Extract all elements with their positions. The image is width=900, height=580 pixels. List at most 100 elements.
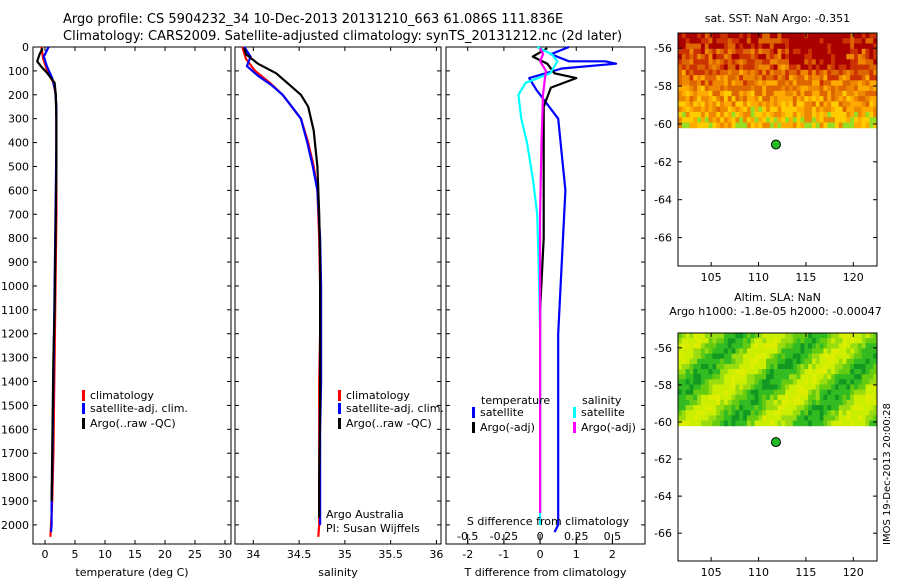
heatmap-cell: [804, 389, 809, 396]
heatmap-cell: [746, 420, 752, 427]
heatmap-cell: [834, 405, 840, 411]
heatmap-cell: [838, 75, 844, 81]
heatmap-cell: [819, 122, 824, 129]
heatmap-cell: [762, 374, 767, 380]
heatmap-cell: [689, 90, 694, 97]
heatmap-cell: [716, 415, 721, 422]
heatmap-cell: [750, 394, 756, 401]
heatmap-cell: [743, 90, 748, 97]
heatmap-cell: [792, 106, 798, 113]
heatmap-cell: [712, 122, 717, 129]
heatmap-cell: [788, 389, 794, 396]
heatmap-cell: [854, 111, 859, 118]
heatmap-cell: [739, 69, 744, 76]
heatmap-cell: [708, 374, 713, 380]
heatmap-cell: [861, 384, 867, 391]
heatmap-cell: [792, 75, 798, 81]
heatmap-cell: [865, 54, 870, 60]
heatmap-cell: [854, 369, 859, 375]
heatmap-cell: [796, 379, 801, 385]
heatmap-cell: [731, 59, 736, 66]
heatmap-cell: [693, 33, 698, 39]
heatmap-cell: [854, 122, 859, 129]
heatmap-cell: [804, 343, 809, 349]
heatmap-cell: [861, 415, 867, 422]
heatmap-cell: [800, 353, 805, 360]
heatmap-cell: [777, 80, 782, 87]
heatmap-cell: [869, 117, 874, 123]
heatmap-cell: [681, 338, 687, 344]
heatmap-cell: [834, 343, 840, 349]
heatmap-cell: [712, 106, 717, 113]
heatmap-cell: [781, 43, 786, 50]
heatmap-cell: [781, 96, 786, 102]
heatmap-cell: [777, 415, 782, 422]
heatmap-cell: [861, 374, 867, 380]
heatmap-cell: [708, 85, 713, 92]
heatmap-cell: [773, 379, 778, 385]
heatmap-cell: [697, 384, 702, 391]
heatmap-cell: [762, 101, 767, 108]
heatmap-cell: [857, 96, 863, 102]
heatmap-cell: [838, 96, 844, 102]
heatmap-cell: [704, 33, 710, 39]
heatmap-cell: [723, 389, 729, 396]
heatmap-cell: [785, 54, 790, 60]
heatmap-cell: [773, 122, 778, 129]
heatmap-cell: [796, 80, 801, 87]
heatmap-cell: [689, 353, 694, 360]
heatmap-cell: [804, 369, 809, 375]
heatmap-cell: [750, 38, 756, 45]
heatmap-cell: [792, 43, 798, 50]
heatmap-cell: [850, 85, 855, 92]
heatmap-cell: [723, 338, 729, 344]
heatmap-cell: [834, 69, 840, 76]
heatmap-cell: [773, 358, 778, 365]
heatmap-cell: [785, 75, 790, 81]
heatmap-cell: [842, 374, 847, 380]
heatmap-cell: [873, 363, 878, 370]
heatmap-cell: [796, 75, 801, 81]
heatmap-cell: [716, 96, 721, 102]
heatmap-cell: [777, 64, 782, 71]
heatmap-cell: [873, 405, 878, 411]
heatmap-cell: [727, 69, 733, 76]
heatmap-cell: [758, 348, 763, 355]
legend-label: Argo(..raw -QC): [346, 417, 432, 430]
heatmap-cell: [869, 333, 874, 339]
heatmap-cell: [873, 358, 878, 365]
heatmap-cell: [819, 101, 824, 108]
heatmap-cell: [819, 384, 824, 391]
heatmap-cell: [697, 85, 702, 92]
heatmap-cell: [792, 363, 798, 370]
heatmap-cell: [754, 379, 759, 385]
heatmap-cell: [731, 122, 736, 129]
heatmap-cell: [746, 85, 752, 92]
heatmap-cell: [850, 75, 855, 81]
heatmap-cell: [716, 48, 721, 55]
heatmap-cell: [834, 122, 840, 129]
heatmap-cell: [808, 343, 813, 349]
heatmap-cell: [854, 338, 859, 344]
heatmap-cell: [846, 111, 851, 118]
y-tick-label: 2000: [1, 519, 29, 532]
heatmap-cell: [681, 343, 687, 349]
heatmap-cell: [731, 379, 736, 385]
heatmap-cell: [746, 90, 752, 97]
heatmap-cell: [697, 369, 702, 375]
heatmap-cell: [823, 80, 828, 87]
y-tick-label: 300: [8, 113, 29, 126]
heatmap-cell: [815, 415, 821, 422]
heatmap-cell: [681, 363, 687, 370]
heatmap-cell: [750, 379, 756, 385]
heatmap-cell: [685, 384, 690, 391]
heatmap-cell: [681, 69, 687, 76]
heatmap-cell: [800, 338, 805, 344]
heatmap-cell: [723, 374, 729, 380]
heatmap-cell: [854, 54, 859, 60]
heatmap-cell: [727, 54, 733, 60]
heatmap-cell: [792, 333, 798, 339]
heatmap-cell: [693, 338, 698, 344]
heatmap-cell: [735, 333, 740, 339]
heatmap-cell: [834, 80, 840, 87]
